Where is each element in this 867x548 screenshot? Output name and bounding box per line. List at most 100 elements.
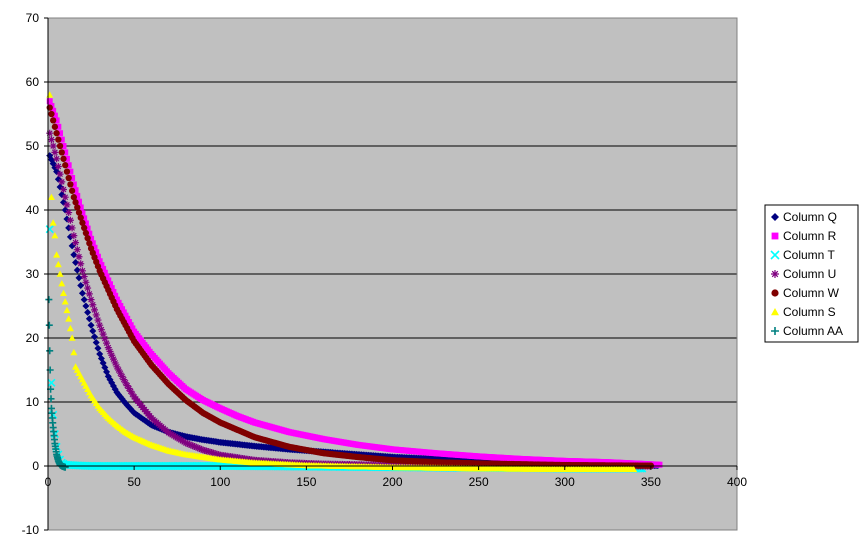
- data-point: [69, 175, 76, 181]
- data-point: [63, 155, 70, 162]
- data-point: [80, 296, 88, 304]
- data-point: [72, 187, 79, 194]
- data-point: [60, 289, 68, 296]
- data-point: [66, 324, 74, 332]
- x-tick-label: 250: [469, 475, 489, 489]
- data-point: [96, 258, 103, 265]
- data-point: [60, 143, 67, 149]
- data-point: [122, 312, 129, 319]
- x-tick-label: 200: [382, 475, 402, 489]
- legend-entry: Column S: [783, 305, 836, 319]
- data-point: [128, 390, 136, 398]
- data-point: [80, 273, 88, 281]
- data-point: [82, 302, 90, 310]
- data-point: [82, 229, 90, 237]
- data-point: [81, 215, 88, 222]
- legend-marker: [771, 289, 779, 297]
- data-point: [76, 198, 82, 205]
- data-point: [63, 168, 71, 175]
- legend-entry: Column Q: [783, 210, 837, 224]
- data-point: [70, 348, 78, 356]
- data-point: [91, 244, 98, 251]
- data-point: [47, 136, 55, 144]
- data-point: [70, 232, 78, 240]
- y-tick-label: 20: [26, 331, 40, 345]
- data-point: [50, 107, 57, 114]
- data-point: [70, 181, 77, 188]
- data-point: [110, 288, 117, 295]
- data-point: [45, 321, 53, 329]
- data-point: [197, 445, 205, 453]
- data-point: [82, 278, 90, 286]
- data-point: [125, 319, 132, 325]
- data-point: [94, 253, 101, 260]
- data-point: [51, 123, 59, 130]
- data-point: [79, 210, 86, 217]
- x-tick-label: 400: [727, 475, 747, 489]
- y-tick-label: 50: [26, 139, 40, 153]
- data-point: [79, 219, 86, 226]
- data-point: [189, 442, 197, 450]
- data-point: [196, 445, 204, 453]
- data-point: [53, 117, 60, 124]
- data-point: [89, 240, 96, 247]
- data-point: [93, 249, 100, 256]
- data-point: [65, 315, 73, 322]
- data-point: [129, 325, 136, 332]
- data-point: [45, 225, 54, 234]
- data-point: [72, 199, 79, 206]
- data-point: [105, 277, 112, 284]
- data-point: [108, 351, 116, 359]
- data-point: [85, 290, 93, 298]
- data-point: [87, 296, 95, 304]
- data-point: [120, 309, 127, 316]
- legend-marker: [771, 308, 779, 316]
- data-point: [84, 225, 91, 232]
- data-point: [49, 142, 57, 150]
- series-column-r: [46, 98, 663, 468]
- data-point: [50, 117, 57, 124]
- data-point: [119, 306, 126, 313]
- data-point: [62, 162, 69, 169]
- data-point: [57, 130, 64, 137]
- data-point: [86, 240, 93, 247]
- data-point: [74, 204, 81, 211]
- data-point: [56, 142, 64, 150]
- data-point: [84, 308, 92, 316]
- legend-marker: [771, 327, 779, 335]
- legend-marker: [771, 213, 779, 221]
- data-point: [84, 235, 91, 242]
- data-point: [54, 162, 62, 170]
- data-point: [60, 198, 68, 206]
- data-point: [61, 193, 69, 201]
- data-point: [185, 440, 193, 448]
- data-point: [70, 194, 77, 201]
- data-point: [77, 204, 84, 211]
- data-point: [56, 270, 64, 277]
- data-point: [117, 303, 124, 309]
- data-point: [68, 334, 76, 341]
- data-point: [81, 224, 88, 232]
- series-column-aa: [45, 296, 69, 471]
- data-point: [89, 301, 97, 309]
- y-tick-label: -10: [22, 523, 40, 537]
- data-point: [92, 311, 100, 319]
- legend-box: [764, 204, 859, 343]
- data-point: [65, 162, 72, 169]
- data-point: [182, 439, 190, 447]
- data-point: [58, 280, 66, 287]
- data-point: [123, 382, 131, 390]
- y-tick-label: 40: [26, 203, 40, 217]
- x-tick-label: 100: [210, 475, 230, 489]
- data-point: [85, 315, 93, 323]
- x-tick-label: 300: [555, 475, 575, 489]
- data-point: [47, 193, 55, 200]
- data-point: [656, 461, 663, 468]
- data-point: [111, 359, 119, 367]
- data-point: [99, 330, 107, 338]
- data-point: [109, 355, 117, 363]
- data-point: [73, 246, 81, 254]
- data-point: [51, 148, 59, 156]
- data-point: [68, 187, 76, 194]
- data-point: [61, 298, 69, 305]
